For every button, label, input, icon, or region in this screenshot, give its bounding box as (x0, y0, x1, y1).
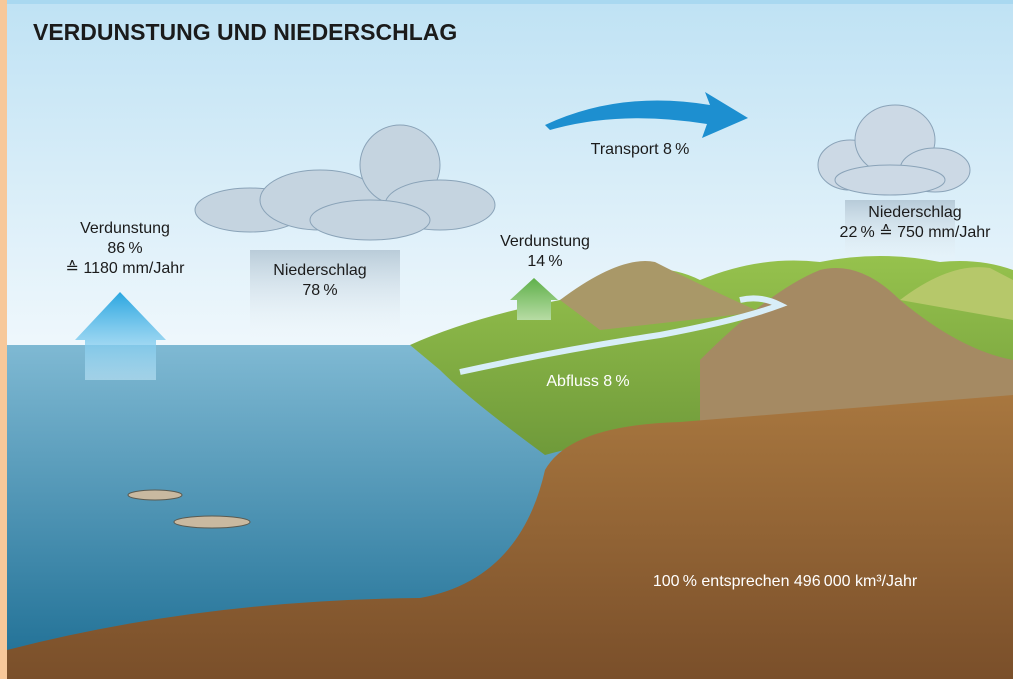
rain (250, 250, 400, 350)
hill (560, 261, 760, 330)
title: VERDUNSTUNG UND NIEDERSCHLAG (33, 19, 457, 45)
label: Abfluss 8 % (546, 373, 629, 390)
label: 86 % (107, 240, 142, 257)
label: Niederschlag (273, 262, 366, 279)
label: 78 % (302, 282, 337, 299)
left-border (0, 0, 7, 679)
label: Verdunstung (500, 233, 590, 250)
transport-arrow (545, 92, 748, 138)
label: 14 % (527, 253, 562, 270)
river (459, 295, 788, 375)
earth (7, 395, 1013, 679)
evaporation-arrow (510, 278, 558, 320)
fish (127, 489, 251, 529)
label: ≙ 1180 mm/Jahr (66, 260, 186, 277)
cloud (817, 104, 971, 196)
evaporation-arrow (75, 292, 166, 380)
top-border (0, 0, 1013, 4)
rain (845, 200, 955, 270)
label: 100 % entsprechen 496 000 km³/Jahr (653, 573, 918, 590)
label: Transport 8 % (591, 141, 690, 158)
label: Verdunstung (80, 220, 170, 237)
cloud (194, 124, 496, 241)
hill (900, 267, 1013, 320)
label: 22 % ≙ 750 mm/Jahr (840, 224, 992, 241)
labels: Verdunstung 86 % ≙ 1180 mm/Jahr Niederschla… (66, 141, 992, 590)
label: Niederschlag (868, 204, 961, 221)
